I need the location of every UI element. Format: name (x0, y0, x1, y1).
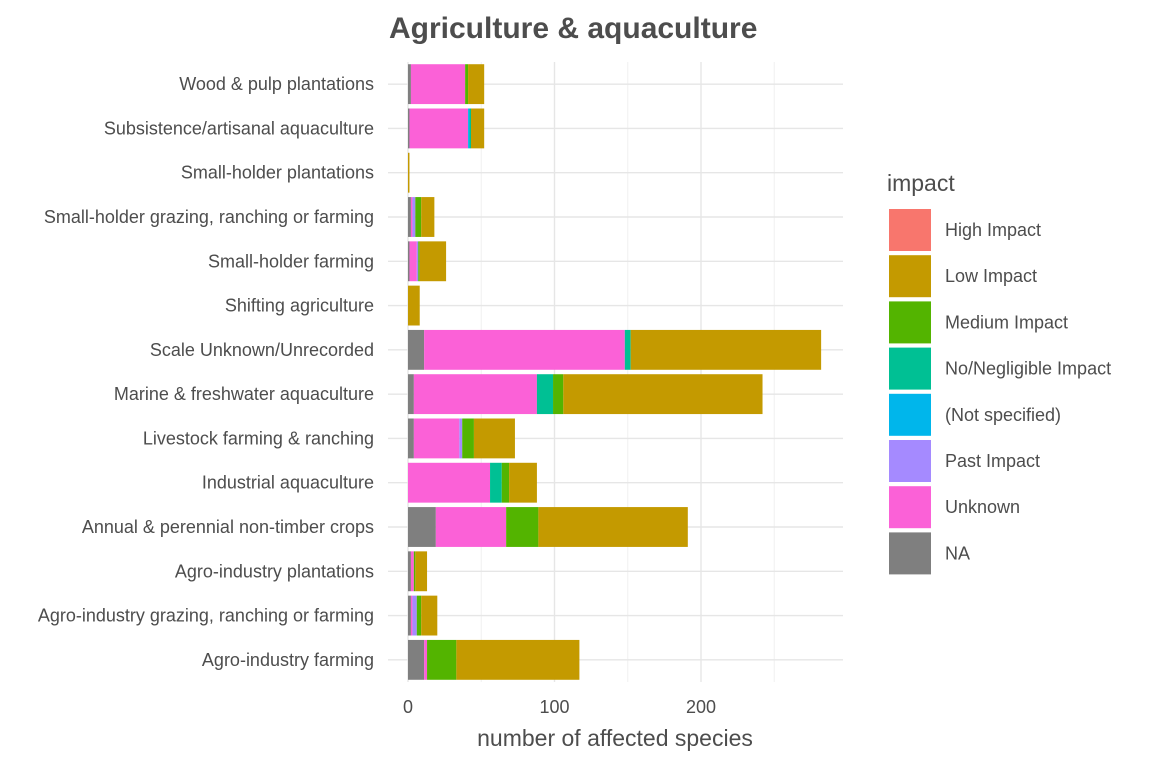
bar-segment (501, 462, 510, 503)
bar-segment (413, 551, 416, 592)
chart-title: Agriculture & aquaculture (389, 12, 757, 45)
bar-segment (427, 639, 457, 680)
bar-segment (416, 595, 422, 636)
bar-segment (408, 329, 425, 370)
bar-segment (624, 329, 631, 370)
bar-segment (506, 507, 539, 547)
bar-segment (468, 108, 470, 149)
bar-segment (415, 551, 428, 592)
y-axis-labels: Agro-industry farming Agro-industry grazi… (38, 74, 374, 670)
bar-segment (538, 507, 688, 547)
y-tick-label: Small-holder farming (208, 251, 374, 271)
y-tick-label: Small-holder grazing, ranching or farmin… (44, 207, 374, 227)
legend-title: impact (887, 170, 955, 196)
bar-segment (412, 595, 417, 636)
legend-swatch (889, 393, 931, 436)
x-tick-label: 200 (686, 697, 716, 717)
bar-segment (553, 374, 564, 415)
bar-segment (459, 418, 463, 459)
bar-segment (509, 462, 537, 503)
legend-swatch (889, 440, 931, 482)
y-tick-label: Scale Unknown/Unrecorded (150, 340, 374, 360)
bar-segment (410, 64, 466, 105)
bar-segment (410, 595, 413, 636)
y-tick-label: Industrial aquaculture (202, 473, 374, 493)
bar-segment (408, 462, 491, 503)
bar-segment (413, 418, 460, 459)
bar-segment (469, 108, 471, 149)
bar-segment (410, 197, 413, 237)
bar-segment (536, 374, 554, 415)
bar-segment (421, 595, 438, 636)
legend-label: No/Negligible Impact (945, 359, 1111, 379)
legend-swatch (889, 532, 931, 575)
bar-segment (424, 329, 625, 370)
bar-segment (410, 551, 414, 592)
bar-segment (408, 374, 414, 415)
bar-segment (408, 108, 410, 149)
bar-segment (563, 374, 763, 415)
y-tick-label: Wood & pulp plantations (179, 74, 374, 94)
bar-segment (408, 64, 411, 105)
bar-segment (419, 241, 447, 282)
legend-swatch (889, 209, 931, 251)
y-tick-label: Annual & perennial non-timber crops (82, 517, 374, 537)
bar-segment (408, 197, 411, 237)
bar-segment (470, 108, 485, 149)
y-tick-label: Small-holder plantations (181, 163, 374, 183)
bar-segment (408, 241, 410, 282)
legend-swatch (889, 301, 931, 344)
legend-label: NA (945, 543, 970, 563)
bar-segment (408, 152, 410, 193)
bar-segment (490, 462, 502, 503)
bar-segment (416, 241, 419, 282)
legend-label: Past Impact (945, 451, 1040, 471)
bar-segment (408, 418, 414, 459)
grid (388, 62, 843, 682)
bar-segment (409, 241, 417, 282)
bar-segment (408, 551, 411, 592)
legend-label: Unknown (945, 497, 1020, 517)
y-tick-label: Agro-industry grazing, ranching or farmi… (38, 606, 374, 626)
x-tick-label: 0 (403, 697, 413, 717)
x-axis-label: number of affected species (477, 725, 753, 751)
bar-segment (408, 639, 425, 680)
bar-segment (462, 418, 474, 459)
legend-label: (Not specified) (945, 405, 1061, 425)
bar-segment (435, 507, 507, 547)
bar-segment (408, 507, 436, 547)
y-tick-label: Agro-industry plantations (175, 561, 374, 581)
y-tick-label: Marine & freshwater aquaculture (114, 384, 374, 404)
legend: impact High Impact Low Impact Medium Impac… (887, 170, 1111, 575)
bar-segment (630, 329, 822, 370)
bar-segment (408, 285, 420, 326)
x-tick-label: 100 (539, 697, 569, 717)
legend-label: High Impact (945, 220, 1041, 240)
legend-swatch (889, 255, 931, 298)
legend-label: Low Impact (945, 266, 1037, 286)
bars (408, 64, 822, 680)
y-tick-label: Livestock farming & ranching (143, 428, 374, 448)
bar-segment (465, 64, 469, 105)
bar-segment (424, 639, 428, 680)
bar-segment (413, 374, 537, 415)
bar-segment (409, 108, 469, 149)
legend-swatch (889, 486, 931, 529)
legend-label: Medium Impact (945, 312, 1068, 332)
bar-segment (408, 595, 411, 636)
legend-swatch (889, 347, 931, 390)
bar-segment (415, 197, 422, 237)
bar-segment (418, 241, 420, 282)
y-tick-label: Agro-industry farming (202, 650, 374, 670)
bar-segment (473, 418, 515, 459)
x-axis-ticks: 0 100 200 (403, 697, 716, 717)
bar-segment (456, 639, 580, 680)
y-tick-label: Shifting agriculture (225, 296, 374, 316)
bar-segment (468, 64, 485, 105)
bar-segment (421, 197, 435, 237)
bar-segment (412, 197, 416, 237)
y-tick-label: Subsistence/artisanal aquaculture (104, 118, 374, 138)
